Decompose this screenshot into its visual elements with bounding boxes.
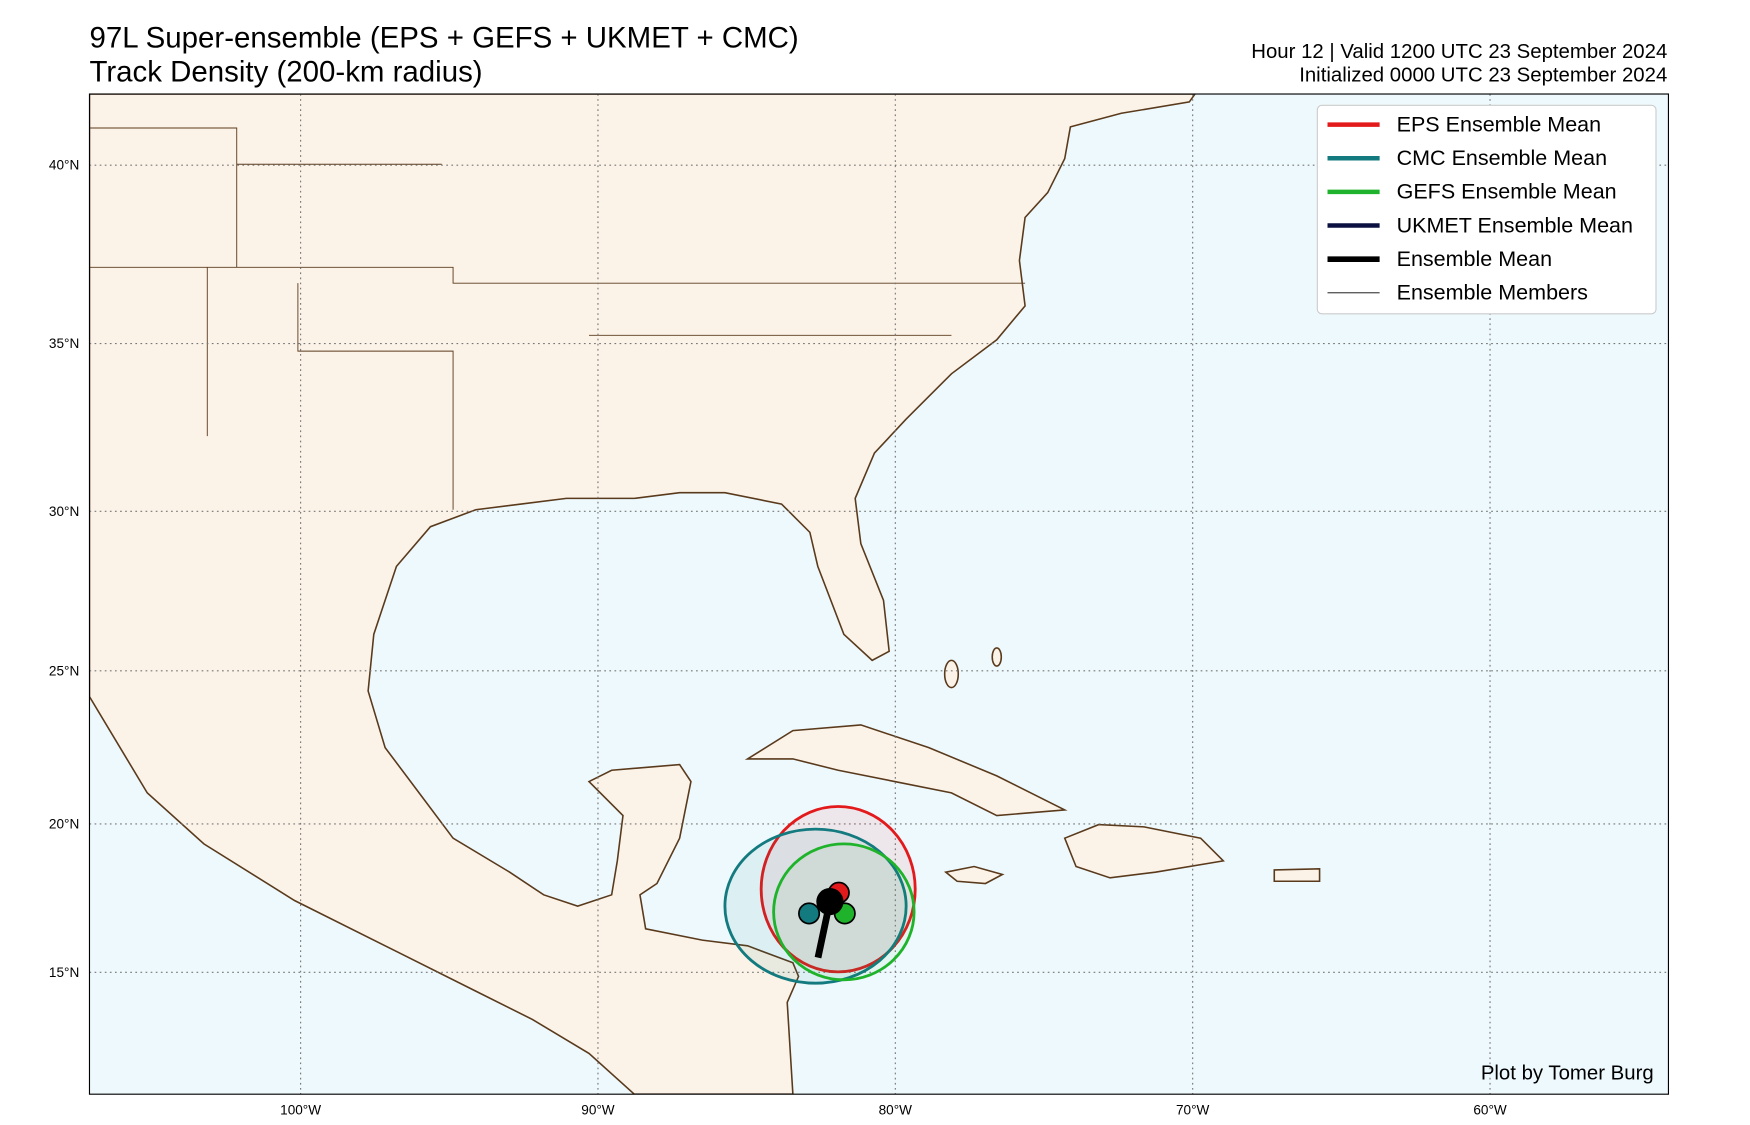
legend-label: GEFS Ensemble Mean — [1397, 180, 1617, 204]
title: 97L Super-ensemble (EPS + GEFS + UKMET +… — [89, 22, 798, 55]
lat-tick-label: 30°N — [49, 504, 79, 519]
hispaniola — [1063, 823, 1225, 879]
ensemble-means — [798, 881, 856, 959]
map-frame — [88, 93, 1670, 1095]
legend: EPS Ensemble Mean CMC Ensemble Mean GEFS E… — [1327, 112, 1633, 305]
bahamas — [991, 647, 1003, 667]
valid-time: Hour 12 | Valid 1200 UTC 23 September 20… — [1251, 41, 1667, 63]
legend-label: UKMET Ensemble Mean — [1397, 213, 1633, 237]
mean-position — [798, 902, 821, 925]
lon-tick-label: 100°W — [280, 1103, 321, 1118]
lat-tick-label: 15°N — [49, 965, 79, 980]
lat-tick-label: 35°N — [49, 336, 79, 351]
legend-label: CMC Ensemble Mean — [1397, 146, 1607, 170]
state-borders — [89, 127, 1026, 510]
subtitle: Track Density (200-km radius) — [89, 56, 482, 89]
credit: Plot by Tomer Burg — [1481, 1062, 1654, 1084]
bahamas — [943, 659, 960, 689]
lat-tick-label: 40°N — [49, 158, 79, 173]
jamaica — [943, 865, 1005, 885]
cuba — [744, 724, 1068, 817]
tick-labels: 100°W 90°W 80°W 70°W 60°W 15°N 20°N 25°N 30°N 35°… — [49, 158, 1507, 1118]
lon-tick-label: 90°W — [581, 1103, 615, 1118]
legend-box — [1316, 104, 1657, 315]
legend-label: Ensemble Members — [1397, 281, 1588, 305]
legend-label: Ensemble Mean — [1397, 247, 1552, 271]
legend-label: EPS Ensemble Mean — [1397, 112, 1602, 136]
lon-tick-label: 70°W — [1176, 1103, 1210, 1118]
ensemble-mean-point — [816, 888, 844, 916]
init-time: Initialized 0000 UTC 23 September 2024 — [1299, 65, 1667, 87]
lat-tick-label: 20°N — [49, 816, 79, 831]
lon-tick-label: 80°W — [879, 1103, 913, 1118]
lon-tick-label: 60°W — [1473, 1103, 1507, 1118]
puerto-rico — [1273, 867, 1321, 883]
lat-tick-label: 25°N — [49, 663, 79, 678]
